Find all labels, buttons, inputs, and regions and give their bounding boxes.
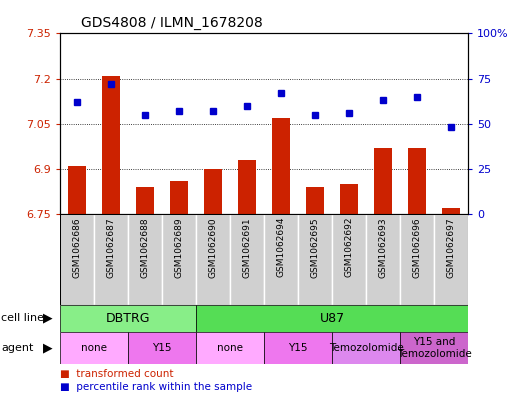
Text: agent: agent	[1, 343, 33, 353]
Text: GSM1062687: GSM1062687	[107, 217, 116, 277]
Bar	[102, 75, 120, 214]
Bar	[170, 181, 188, 214]
Text: GSM1062691: GSM1062691	[243, 217, 252, 277]
Bar	[366, 214, 400, 305]
Bar	[136, 187, 154, 214]
Text: ■  transformed count: ■ transformed count	[60, 369, 174, 379]
Bar	[128, 332, 196, 364]
Bar	[196, 305, 468, 332]
Text: GSM1062694: GSM1062694	[277, 217, 286, 277]
Bar	[332, 214, 366, 305]
Bar	[332, 332, 400, 364]
Text: ■  percentile rank within the sample: ■ percentile rank within the sample	[60, 382, 252, 392]
Text: Temozolomide: Temozolomide	[329, 343, 403, 353]
Bar	[298, 214, 332, 305]
Bar	[94, 214, 128, 305]
Bar	[400, 214, 434, 305]
Bar	[196, 332, 264, 364]
Text: DBTRG: DBTRG	[106, 312, 151, 325]
Bar	[60, 214, 94, 305]
Bar	[230, 214, 264, 305]
Text: GSM1062696: GSM1062696	[413, 217, 422, 277]
Bar	[238, 160, 256, 214]
Text: none: none	[217, 343, 243, 353]
Text: U87: U87	[320, 312, 345, 325]
Text: ▶: ▶	[43, 341, 53, 354]
Bar	[204, 169, 222, 214]
Bar	[68, 166, 86, 214]
Bar	[306, 187, 324, 214]
Text: Y15 and
Temozolomide: Y15 and Temozolomide	[397, 337, 471, 358]
Text: GSM1062689: GSM1062689	[175, 217, 184, 277]
Text: GSM1062693: GSM1062693	[379, 217, 388, 277]
Bar	[434, 214, 468, 305]
Text: GDS4808 / ILMN_1678208: GDS4808 / ILMN_1678208	[81, 16, 263, 29]
Text: ▶: ▶	[43, 312, 53, 325]
Text: GSM1062692: GSM1062692	[345, 217, 354, 277]
Text: none: none	[81, 343, 107, 353]
Text: GSM1062688: GSM1062688	[141, 217, 150, 277]
Text: Y15: Y15	[152, 343, 172, 353]
Bar	[264, 332, 332, 364]
Bar	[400, 332, 468, 364]
Text: Y15: Y15	[288, 343, 308, 353]
Text: GSM1062697: GSM1062697	[447, 217, 456, 277]
Bar	[162, 214, 196, 305]
Bar	[196, 214, 230, 305]
Bar	[60, 332, 128, 364]
Bar	[408, 148, 426, 214]
Bar	[264, 214, 298, 305]
Text: GSM1062695: GSM1062695	[311, 217, 320, 277]
Bar	[272, 118, 290, 214]
Bar	[374, 148, 392, 214]
Text: GSM1062690: GSM1062690	[209, 217, 218, 277]
Bar	[128, 214, 162, 305]
Text: GSM1062686: GSM1062686	[73, 217, 82, 277]
Bar	[60, 305, 196, 332]
Bar	[442, 208, 460, 214]
Text: cell line: cell line	[1, 313, 44, 323]
Bar	[340, 184, 358, 214]
